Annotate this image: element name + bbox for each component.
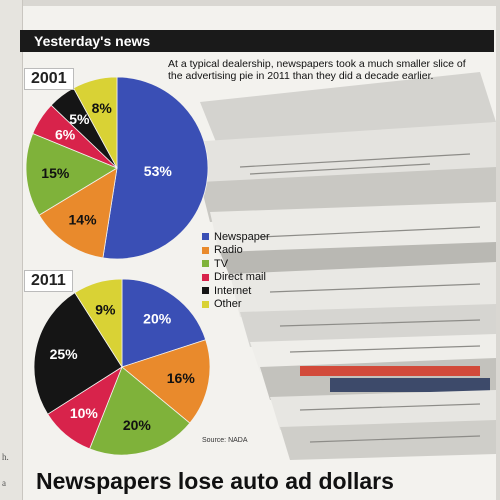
pie-slice-2011-internet [33,292,123,415]
pie-label-2011-tv: 20% [123,417,152,433]
chart-legend: Newspaper Radio TV Direct mail Internet … [202,230,270,311]
pie-slice-2001-radio [38,167,118,259]
pie-label-2011-newspaper: 20% [143,311,172,327]
legend-label: Newspaper [214,230,270,243]
chart-2001-title: 2001 [24,68,74,90]
legend-label: Other [214,298,242,311]
pie-slice-2011-other [74,278,123,369]
newspaper-stack-photo [190,72,496,460]
pie-label-2001-tv: 15% [41,165,70,181]
headline: Newspapers lose auto ad dollars [36,468,394,494]
pie-label-2011-internet: 25% [50,346,79,362]
pie-label-2011-direct-mail: 10% [70,405,99,421]
legend-swatch [202,260,209,268]
legend-item-direct-mail: Direct mail [202,271,270,285]
legend-label: TV [214,257,229,270]
section-header-bar: Yesterday's news [20,30,494,52]
legend-item-internet: Internet [202,284,270,298]
legend-label: Direct mail [214,271,266,284]
legend-item-newspaper: Newspaper [202,230,270,244]
source-note: Source: NADA [202,437,248,444]
pie-label-2001-newspaper: 53% [144,163,173,179]
pie-slice-2011-tv [89,366,191,456]
chart-2011-title: 2011 [24,270,73,292]
legend-label: Internet [214,284,252,297]
legend-swatch [202,233,209,241]
legend-item-radio: Radio [202,244,270,258]
section-title: Yesterday's news [34,33,151,49]
legend-swatch [202,246,209,254]
pie-label-2001-radio: 14% [69,211,98,227]
legend-swatch [202,287,209,295]
pie-slice-2001-newspaper [102,76,209,260]
pie-slice-2001-tv [25,132,118,216]
legend-swatch [202,300,209,308]
pie-slice-2011-radio [121,339,211,424]
adjacent-column: h. a [0,0,23,500]
pie-label-2001-internet: 5% [69,111,90,127]
newspaper-stack-shapes [190,72,496,460]
pie-label-2001-other: 8% [92,100,113,116]
pie-label-2001-direct-mail: 6% [55,126,76,142]
intro-text: At a typical dealership, newspapers took… [168,58,466,82]
pie-label-2011-other: 9% [95,302,116,318]
legend-item-other: Other [202,298,270,312]
legend-label: Radio [214,244,243,257]
legend-swatch [202,273,209,281]
legend-item-tv: TV [202,257,270,271]
pie-slice-2011-newspaper [121,278,207,368]
pie-label-2011-radio: 16% [167,370,196,386]
